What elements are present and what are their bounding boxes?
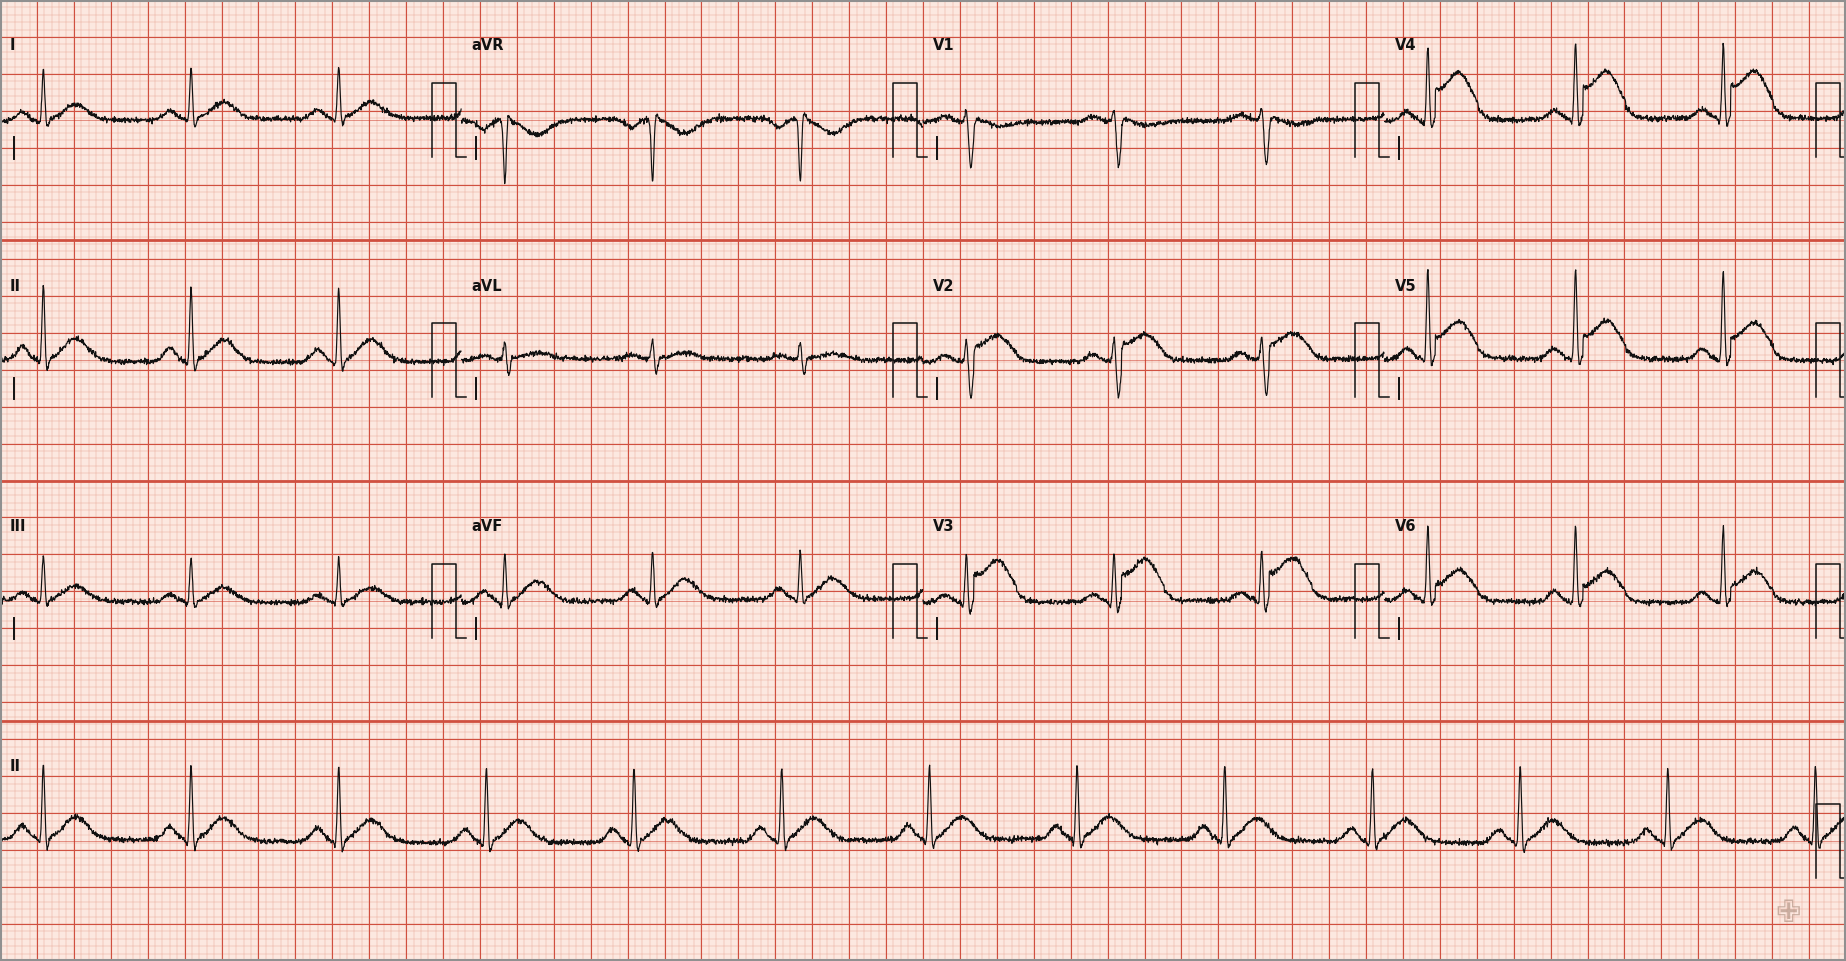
Text: V6: V6 (1394, 519, 1416, 534)
Text: aVF: aVF (471, 519, 502, 534)
Text: II: II (9, 279, 20, 294)
Text: aVL: aVL (471, 279, 502, 294)
Text: V5: V5 (1394, 279, 1416, 294)
Text: III: III (9, 519, 26, 534)
Text: V4: V4 (1394, 38, 1416, 54)
Text: II: II (9, 759, 20, 775)
Text: aVR: aVR (471, 38, 504, 54)
Text: V2: V2 (932, 279, 954, 294)
Text: I: I (9, 38, 15, 54)
Text: ✙: ✙ (1776, 899, 1800, 927)
Text: V3: V3 (932, 519, 954, 534)
Text: V1: V1 (932, 38, 954, 54)
